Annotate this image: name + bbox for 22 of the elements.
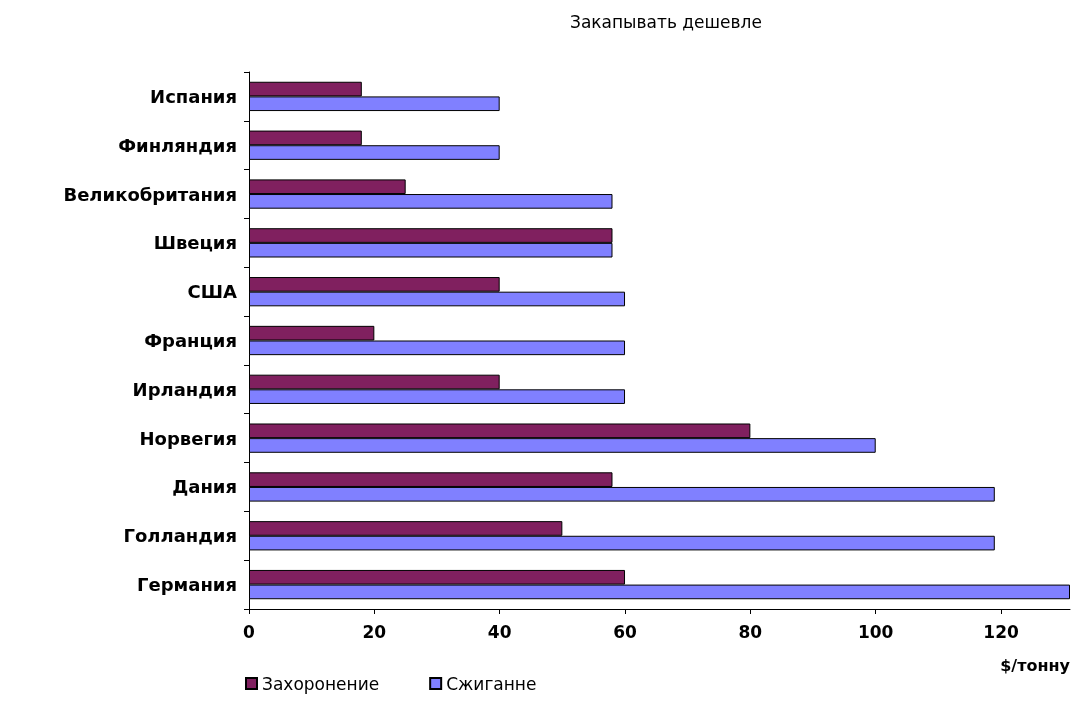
y-tick-label: Германия [136, 574, 237, 596]
y-tick-label: Великобритания [63, 183, 237, 205]
y-tick-label: Финляндия [118, 134, 237, 156]
x-axis-title: $/тонну [1000, 655, 1071, 675]
x-tick-label: 100 [857, 621, 894, 642]
legend-label: Захоронение [262, 673, 380, 694]
y-tick-label: Норвегия [139, 427, 237, 449]
y-tick-label: Дания [172, 476, 237, 498]
legend-label: Сжиганне [446, 673, 537, 694]
x-tick-label: 120 [983, 621, 1019, 642]
x-tick-label: 20 [362, 621, 387, 642]
x-tick-label: 80 [738, 621, 763, 642]
chart-title: Закапывать дешевле [570, 11, 762, 32]
y-tick-label: Франция [144, 330, 237, 351]
y-tick-label: Голландия [123, 525, 237, 547]
y-tick-label: США [187, 281, 238, 303]
y-tick-label: Испания [150, 85, 237, 107]
y-tick-label: Швеция [153, 232, 237, 254]
x-tick-label: 60 [613, 621, 638, 642]
x-tick-label: 0 [243, 621, 256, 642]
y-tick-label: Ирландия [132, 378, 237, 400]
x-tick-label: 40 [487, 621, 512, 642]
